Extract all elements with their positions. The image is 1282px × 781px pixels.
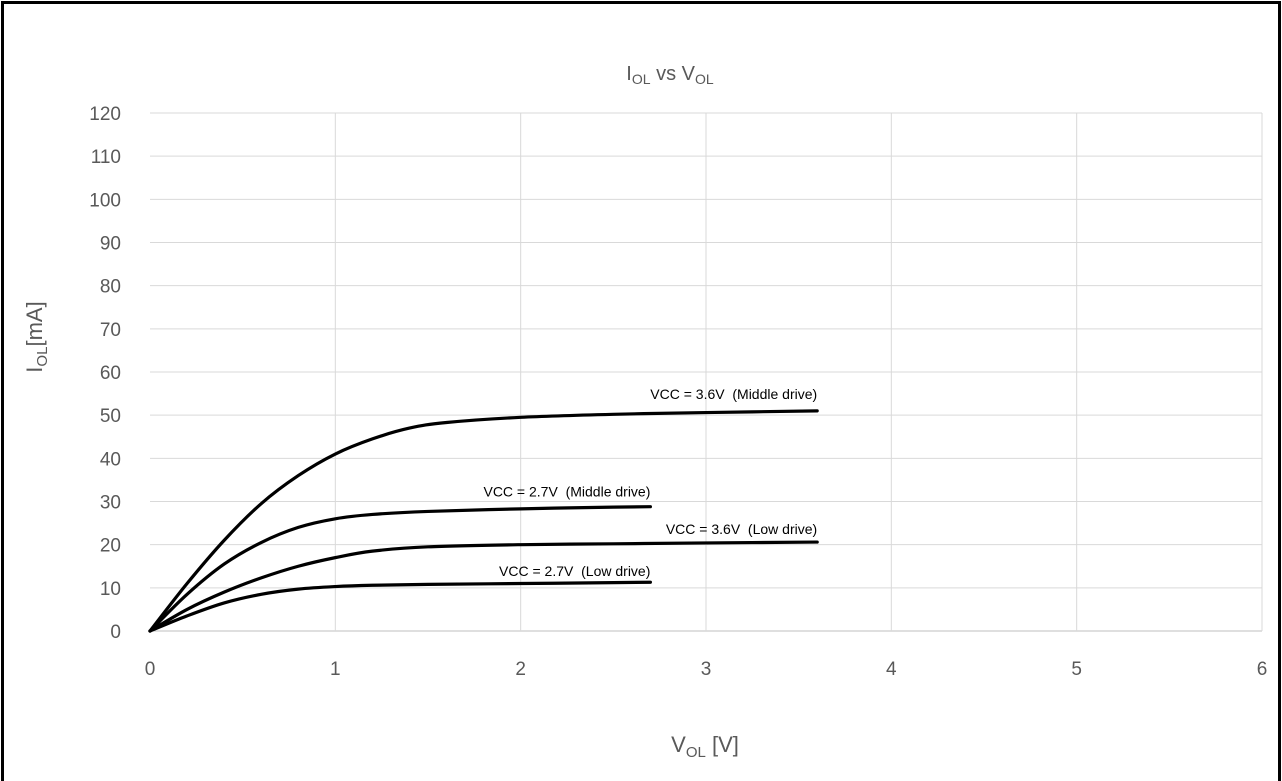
y-tick-label: 30	[100, 493, 121, 514]
y-axis-title-rest: [mA]	[22, 301, 47, 346]
series-line	[148, 540, 819, 633]
series-line	[148, 580, 652, 633]
y-axis-title-main: I	[22, 367, 47, 373]
x-axis-title-rest: [V]	[706, 732, 739, 757]
y-tick-label: 60	[100, 363, 121, 384]
x-axis-title-sub: OL	[686, 744, 706, 761]
x-tick-label: 3	[701, 659, 712, 680]
y-tick-label: 50	[100, 406, 121, 427]
title-mid: vs V	[651, 63, 696, 85]
y-axis-title-sub: OL	[34, 347, 51, 367]
chart-title: IOL vs VOL	[626, 63, 714, 87]
title-main: I	[626, 63, 632, 85]
y-tick-label: 10	[100, 579, 121, 600]
y-tick-label: 80	[100, 277, 121, 298]
x-tick-label: 2	[515, 659, 526, 680]
title-sub2: OL	[695, 71, 714, 87]
x-axis-title: VOL [V]	[671, 732, 739, 761]
x-axis-title-main: V	[671, 732, 686, 757]
series-label: VCC = 3.6V (Low drive)	[666, 521, 817, 537]
y-tick-label: 40	[100, 449, 121, 470]
y-tick-label: 70	[100, 320, 121, 341]
series-labels: VCC = 3.6V (Middle drive) VCC = 2.7V (Mid…	[483, 386, 817, 579]
x-tick-label: 0	[145, 659, 156, 680]
series-label: VCC = 2.7V (Low drive)	[499, 563, 650, 579]
y-tick-label: 90	[100, 234, 121, 255]
x-tick-label: 6	[1257, 659, 1268, 680]
series-lines	[148, 409, 819, 633]
y-tick-label: 100	[89, 190, 121, 211]
title-sub1: OL	[632, 71, 651, 87]
series-line	[148, 505, 652, 633]
y-tick-label: 0	[110, 622, 121, 643]
series-label: VCC = 2.7V (Middle drive)	[483, 484, 650, 500]
grid-lines	[150, 112, 1263, 632]
series-label: VCC = 3.6V (Middle drive)	[650, 386, 817, 402]
x-tick-label: 4	[886, 659, 897, 680]
y-tick-label: 20	[100, 536, 121, 557]
y-axis-title: IOL[mA]	[22, 301, 51, 372]
x-tick-label: 5	[1071, 659, 1082, 680]
series-line	[148, 409, 819, 633]
y-tick-label: 110	[91, 147, 121, 168]
x-tick-label: 1	[330, 659, 341, 680]
x-tick-labels: 0 1 2 3 4 5 6	[145, 659, 1268, 680]
y-tick-labels: 0 10 20 30 40 50 60 70 80 90 100 110 120	[89, 104, 121, 643]
y-tick-label: 120	[89, 104, 121, 125]
